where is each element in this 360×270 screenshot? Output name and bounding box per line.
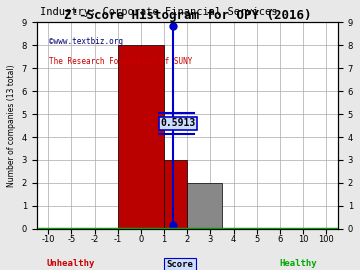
Bar [164,160,187,229]
Text: Healthy: Healthy [279,259,317,268]
Text: Industry: Corporate Financial Services: Industry: Corporate Financial Services [40,7,277,17]
Text: 0.5913: 0.5913 [161,118,195,128]
Bar [118,45,164,229]
Text: Unhealthy: Unhealthy [47,259,95,268]
Title: Z'-Score Histogram for OPY (2016): Z'-Score Histogram for OPY (2016) [63,9,311,22]
Text: Score: Score [167,260,193,269]
Bar [187,183,222,229]
Text: The Research Foundation of SUNY: The Research Foundation of SUNY [49,57,192,66]
Text: ©www.textbiz.org: ©www.textbiz.org [49,37,123,46]
Y-axis label: Number of companies (13 total): Number of companies (13 total) [7,64,16,187]
